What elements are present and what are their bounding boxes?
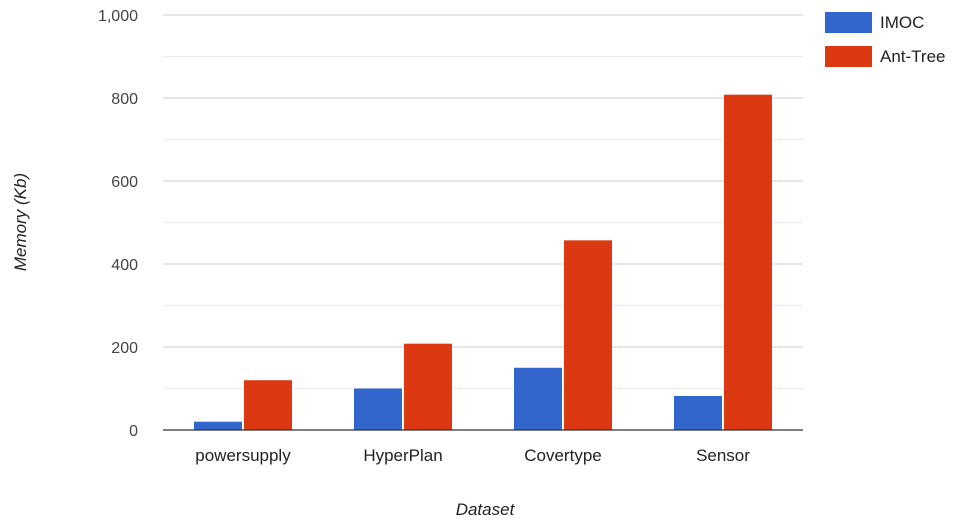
category-labels: powersupply HyperPlan Covertype Sensor <box>195 446 750 465</box>
legend-swatch <box>825 12 872 33</box>
category-label: powersupply <box>195 446 291 465</box>
category-label: HyperPlan <box>363 446 442 465</box>
y-tick-label: 400 <box>111 257 138 274</box>
y-tick-labels: 0 200 400 600 800 1,000 <box>98 8 138 440</box>
category-label: Covertype <box>524 446 601 465</box>
y-axis-title: Memory (Kb) <box>11 173 30 271</box>
bar-imoc-powersupply <box>194 421 242 430</box>
y-tick-label: 800 <box>111 91 138 108</box>
x-axis-title: Dataset <box>456 500 516 519</box>
bar-imoc-covertype <box>514 367 562 430</box>
bar-imoc-sensor <box>674 395 722 430</box>
y-tick-label: 0 <box>129 423 138 440</box>
legend: IMOC Ant-Tree <box>825 12 946 67</box>
bar-ant-tree-powersupply <box>244 380 292 430</box>
bar-imoc-hyperplan <box>354 388 402 430</box>
y-tick-label: 200 <box>111 340 138 357</box>
y-tick-label: 1,000 <box>98 8 138 25</box>
category-label: Sensor <box>696 446 750 465</box>
bar-ant-tree-covertype <box>564 240 612 430</box>
bars <box>194 94 772 431</box>
bar-ant-tree-sensor <box>724 94 772 431</box>
legend-swatch <box>825 46 872 67</box>
legend-label: IMOC <box>880 13 924 32</box>
y-tick-label: 600 <box>111 174 138 191</box>
bar-ant-tree-hyperplan <box>404 343 452 430</box>
gridlines <box>163 14 803 389</box>
legend-label: Ant-Tree <box>880 47 946 66</box>
